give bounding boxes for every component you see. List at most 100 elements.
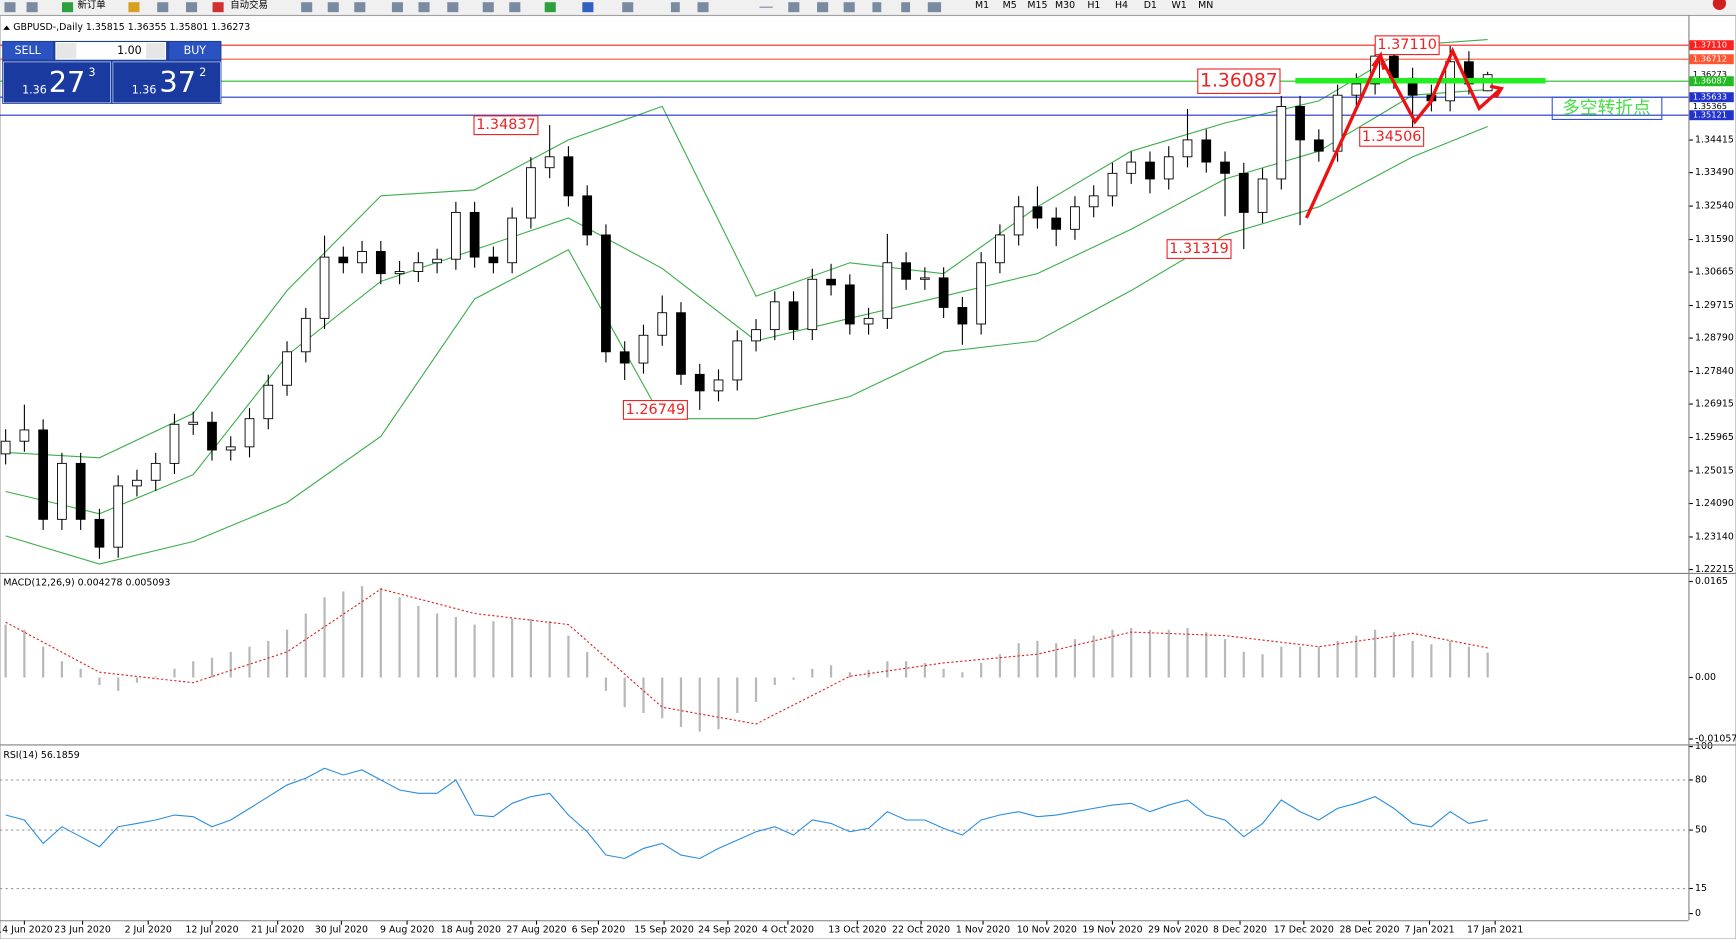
y-tick-label: 80 xyxy=(1695,774,1707,785)
macd-bar xyxy=(642,677,645,713)
candle-body xyxy=(263,384,274,420)
volume-down[interactable] xyxy=(56,43,77,59)
toolbar-icons xyxy=(4,2,942,13)
timeframe-button[interactable]: M1 xyxy=(975,0,989,11)
sell-price-box[interactable] xyxy=(3,61,111,104)
x-tick-label: 9 Aug 2020 xyxy=(380,925,434,936)
icon[interactable] xyxy=(482,2,494,13)
candle-body xyxy=(282,351,292,386)
chart-frame xyxy=(0,14,1736,940)
macd-bar xyxy=(1092,635,1095,678)
macd-bar xyxy=(248,646,251,678)
icon[interactable] xyxy=(4,2,16,13)
macd-title: MACD(12,26,9) 0.004278 0.005093 xyxy=(3,577,170,588)
candle-body xyxy=(113,485,124,548)
macd-bar xyxy=(1373,629,1377,678)
candle-body xyxy=(225,446,236,451)
macd-bar xyxy=(1467,646,1471,678)
x-tick-label: 18 Aug 2020 xyxy=(441,925,501,936)
icon[interactable] xyxy=(157,2,169,13)
icon[interactable] xyxy=(447,2,459,13)
collapse-icon[interactable] xyxy=(3,25,10,30)
sell-price-big: 27 xyxy=(49,65,86,99)
macd-bar xyxy=(1355,635,1358,678)
icon[interactable] xyxy=(901,2,911,13)
icon[interactable] xyxy=(509,2,521,13)
volume-input[interactable] xyxy=(55,42,167,60)
icon[interactable] xyxy=(759,6,773,8)
timeframe-button[interactable]: W1 xyxy=(1171,0,1186,11)
icon[interactable] xyxy=(186,2,198,13)
buy-price-box[interactable] xyxy=(112,61,221,104)
candle-body xyxy=(488,256,499,264)
icon[interactable] xyxy=(544,2,556,13)
y-tick-label: 1.34415 xyxy=(1695,135,1734,146)
macd-bar xyxy=(1073,639,1077,678)
arrowhead[interactable] xyxy=(1489,84,1504,99)
icon[interactable] xyxy=(212,2,224,13)
note-text: 多空转折点 xyxy=(1562,97,1650,118)
candle-body xyxy=(357,251,367,264)
level-label-box xyxy=(1689,54,1734,65)
timeframe-button[interactable]: H1 xyxy=(1087,0,1100,11)
icon[interactable] xyxy=(872,2,882,13)
sell-button[interactable] xyxy=(3,42,54,60)
icon[interactable] xyxy=(670,2,680,13)
macd-bar xyxy=(773,677,776,686)
icon[interactable] xyxy=(697,2,709,13)
level-label-box xyxy=(1689,40,1734,51)
auto-trading-button[interactable]: 自动交易 xyxy=(230,0,268,11)
icon[interactable] xyxy=(582,2,594,13)
new-order-button[interactable]: 新订单 xyxy=(78,0,106,11)
icon[interactable] xyxy=(622,2,634,13)
x-tick-label: 29 Nov 2020 xyxy=(1148,925,1208,936)
volume-value[interactable]: 1.00 xyxy=(117,44,142,57)
icon[interactable] xyxy=(788,2,800,13)
icon[interactable] xyxy=(62,2,74,13)
macd-bar xyxy=(117,677,120,691)
icon[interactable] xyxy=(301,2,313,13)
sell-price-small: 3 xyxy=(89,66,96,79)
y-tick-label: 1.26915 xyxy=(1695,399,1734,410)
timeframe-button[interactable]: H4 xyxy=(1115,0,1128,11)
timeframe-button[interactable]: M30 xyxy=(1055,0,1075,11)
alert-icon[interactable] xyxy=(1712,0,1727,10)
timeframe-button[interactable]: D1 xyxy=(1144,0,1157,11)
candle-body xyxy=(769,301,780,331)
icon[interactable] xyxy=(128,2,140,13)
sell-label[interactable]: SELL xyxy=(15,44,42,57)
macd-bar xyxy=(529,618,533,678)
icon[interactable] xyxy=(927,2,942,13)
x-tick-label: 2 Jul 2020 xyxy=(125,925,172,936)
x-tick-label: 19 Nov 2020 xyxy=(1082,925,1142,936)
red-arrows[interactable] xyxy=(1304,46,1504,219)
x-tick-label: 6 Sep 2020 xyxy=(572,925,626,936)
x-tick-label: 17 Dec 2020 xyxy=(1274,925,1334,936)
icon[interactable] xyxy=(418,2,430,13)
candle-body xyxy=(1201,139,1212,163)
buy-button[interactable] xyxy=(169,42,221,60)
volume-up[interactable] xyxy=(146,43,165,59)
buy-label[interactable]: BUY xyxy=(184,44,207,57)
candle-body xyxy=(1032,206,1043,219)
candle-body xyxy=(1107,172,1118,197)
arrow[interactable] xyxy=(1428,46,1503,112)
icon[interactable] xyxy=(26,2,38,13)
timeframe-button[interactable]: M15 xyxy=(1027,0,1047,11)
y-tick-label: 1.31590 xyxy=(1695,234,1734,245)
icon[interactable] xyxy=(843,2,855,13)
macd-bar xyxy=(492,621,495,678)
timeframe-button[interactable]: M5 xyxy=(1003,0,1017,11)
icon[interactable] xyxy=(817,2,829,13)
arrow[interactable] xyxy=(1304,54,1383,219)
icon[interactable] xyxy=(327,2,339,13)
timeframe-button[interactable]: MN xyxy=(1198,0,1213,11)
icon[interactable] xyxy=(354,2,366,13)
icon[interactable] xyxy=(391,2,403,13)
y-tick-label: 1.33490 xyxy=(1695,167,1734,178)
price-annotation-box xyxy=(1197,68,1281,94)
arrowhead[interactable] xyxy=(1371,51,1386,71)
candle-body xyxy=(75,462,86,520)
arrow[interactable] xyxy=(1379,56,1434,125)
